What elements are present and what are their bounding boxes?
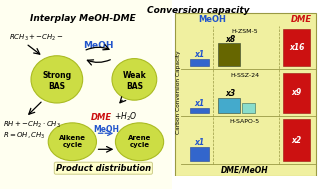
Text: Strong: Strong (42, 71, 71, 80)
Bar (242, 103, 255, 113)
Text: $+ H_2O$: $+ H_2O$ (114, 111, 137, 123)
Text: x1: x1 (195, 99, 205, 108)
Text: BAS: BAS (126, 82, 143, 91)
Ellipse shape (31, 56, 83, 103)
Bar (218, 43, 241, 66)
Text: x1: x1 (195, 50, 205, 59)
Text: DME: DME (91, 113, 112, 122)
Text: Carbon Conversion Capacity: Carbon Conversion Capacity (176, 51, 181, 134)
Text: MeOH: MeOH (83, 41, 114, 50)
Text: x9: x9 (292, 88, 302, 97)
Text: x8: x8 (225, 35, 235, 43)
Text: $R = OH, CH_3$: $R = OH, CH_3$ (4, 131, 46, 141)
Text: Arene
cycle: Arene cycle (128, 135, 151, 148)
Text: MeOH: MeOH (198, 15, 226, 24)
Ellipse shape (115, 123, 164, 161)
Text: DME: DME (291, 15, 312, 24)
Text: MeOH: MeOH (93, 125, 119, 134)
Text: Conversion capacity: Conversion capacity (146, 6, 249, 15)
Text: x1: x1 (195, 138, 205, 147)
Text: H-SSZ-24: H-SSZ-24 (230, 73, 259, 78)
Text: DME/MeOH: DME/MeOH (221, 165, 269, 174)
Bar (283, 29, 310, 66)
Ellipse shape (48, 123, 96, 161)
Text: Alkene
cycle: Alkene cycle (59, 135, 86, 148)
Text: x2: x2 (292, 136, 302, 145)
Text: BAS: BAS (48, 82, 65, 91)
Bar (190, 59, 209, 66)
Text: Product distribution: Product distribution (56, 164, 151, 173)
Bar (190, 108, 209, 113)
Bar (283, 73, 310, 113)
Text: H-SAPO-5: H-SAPO-5 (230, 119, 260, 124)
Bar (218, 98, 241, 113)
Text: $RH + \mathit{-CH_2 \cdot CH_3}$: $RH + \mathit{-CH_2 \cdot CH_3}$ (4, 120, 61, 130)
Text: H-ZSM-5: H-ZSM-5 (232, 29, 258, 34)
Bar (190, 147, 209, 161)
Text: Weak: Weak (122, 71, 146, 80)
Text: Interplay MeOH-DME: Interplay MeOH-DME (30, 14, 136, 23)
Text: x3: x3 (225, 89, 235, 98)
Ellipse shape (112, 59, 157, 100)
Bar (283, 119, 310, 161)
Text: $RCH_3 + \mathit{-CH_2-}$: $RCH_3 + \mathit{-CH_2-}$ (9, 33, 63, 43)
Text: x16: x16 (289, 43, 304, 52)
